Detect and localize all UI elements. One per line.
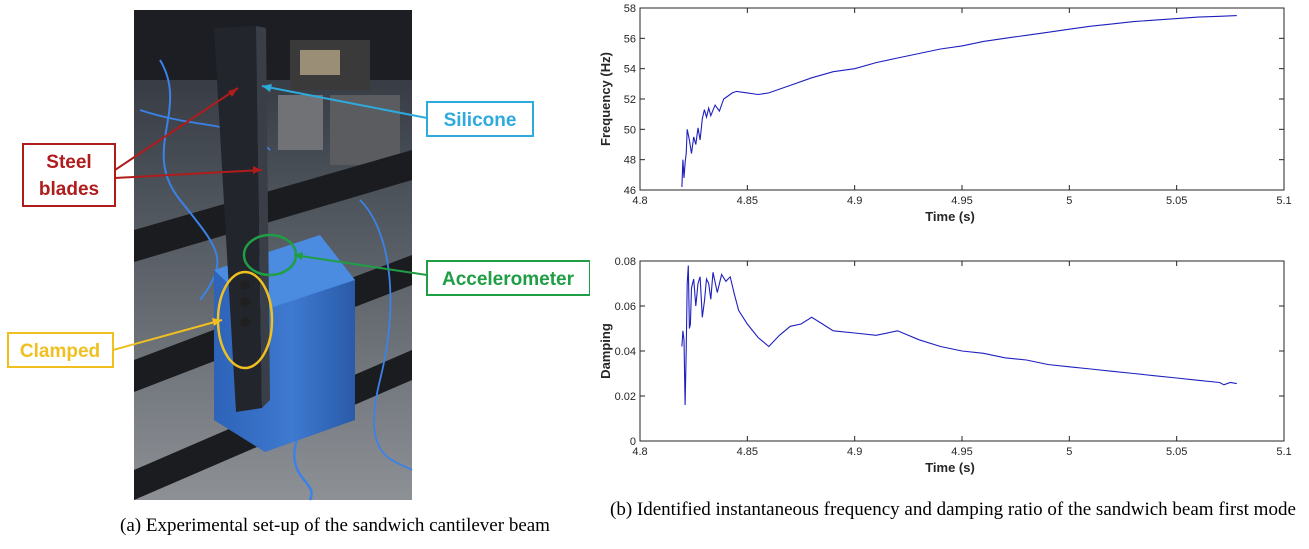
y-axis-label: Frequency (Hz) bbox=[598, 52, 613, 146]
steel-blades-label-line1: Steel bbox=[46, 152, 91, 173]
y-tick-label: 58 bbox=[624, 3, 636, 15]
x-tick-label: 5.1 bbox=[1276, 446, 1291, 458]
y-tick-label: 0.06 bbox=[615, 301, 636, 313]
y-tick-label: 0.04 bbox=[615, 346, 636, 358]
frequency-chart: 4.8 4.85 4.9 4.95 5 5.05 5.1 46 48 50 52 54 56 58 Time… bbox=[598, 3, 1292, 224]
steel-blade-pointer-2 bbox=[114, 169, 263, 179]
clamped-pointer bbox=[112, 319, 223, 351]
x-tick-label: 5.1 bbox=[1276, 195, 1291, 207]
x-tick-label: 4.85 bbox=[737, 446, 758, 458]
x-tick-label: 4.9 bbox=[847, 195, 862, 207]
photo-background bbox=[134, 10, 413, 501]
accelerometer-label: Accelerometer bbox=[442, 269, 575, 290]
y-tick-label: 0 bbox=[630, 436, 636, 448]
x-tick-label: 5.05 bbox=[1166, 195, 1187, 207]
accelerometer-pointer bbox=[293, 254, 428, 276]
x-tick-label: 5.05 bbox=[1166, 446, 1187, 458]
mode-identification-charts: 4.8 4.85 4.9 4.95 5 5.05 5.146485052545658Time… bbox=[598, 3, 1292, 475]
y-tick-label: 52 bbox=[624, 94, 636, 106]
y-tick-label: 48 bbox=[624, 155, 636, 167]
x-tick-label: 5 bbox=[1066, 446, 1072, 458]
silicone-pointer bbox=[261, 85, 428, 119]
steel-blade-pointer-1 bbox=[114, 87, 239, 171]
x-tick-label: 4.95 bbox=[951, 446, 972, 458]
x-tick-label: 4.85 bbox=[737, 195, 758, 207]
series-line bbox=[681, 15, 1237, 188]
x-axis-label: Time (s) bbox=[925, 209, 975, 224]
series-line bbox=[681, 265, 1237, 406]
clamped-arrow-head bbox=[212, 318, 222, 326]
accelerometer-arrow-head bbox=[294, 252, 303, 260]
silicone-arrow-head bbox=[262, 84, 272, 92]
y-tick-label: 0.08 bbox=[615, 256, 636, 268]
y-tick-label: 56 bbox=[624, 33, 636, 45]
x-axis-label: Time (s) bbox=[925, 460, 975, 475]
caption-a: (a) Experimental set-up of the sandwich … bbox=[120, 515, 550, 536]
y-tick-label: 54 bbox=[624, 64, 636, 76]
silicone-label-box bbox=[426, 101, 534, 137]
y-tick-label: 50 bbox=[624, 124, 636, 136]
steel-blades-label-line2: blades bbox=[39, 179, 99, 200]
x-tick-label: 4.9 bbox=[847, 446, 862, 458]
accelerometer-label-box bbox=[426, 260, 590, 296]
experimental-setup-photo: Silicone Steel blades Accelerometer Clam… bbox=[7, 10, 590, 501]
damping-chart: 4.8 4.85 4.9 4.95 5 5.05 5.1 0 0.02 0.04 0.06 0.08 T… bbox=[598, 256, 1292, 475]
x-tick-label: 4.95 bbox=[951, 195, 972, 207]
silicone-label: Silicone bbox=[444, 110, 517, 131]
steel-arrow-head-1 bbox=[228, 88, 238, 97]
x-tick-label: 5 bbox=[1066, 195, 1072, 207]
steel-arrow-head-2 bbox=[253, 166, 262, 174]
y-axis-label: Damping bbox=[598, 323, 613, 379]
y-tick-label: 46 bbox=[624, 185, 636, 197]
clamped-label-box bbox=[7, 332, 114, 368]
clamped-label: Clamped bbox=[20, 341, 100, 362]
x-tick-label: 4.8 bbox=[632, 446, 647, 458]
steel-blades-label-box bbox=[22, 143, 116, 207]
y-tick-label: 0.02 bbox=[615, 391, 636, 403]
x-tick-label: 4.8 bbox=[632, 195, 647, 207]
caption-b: (b) Identified instantaneous frequency a… bbox=[610, 499, 1296, 520]
plot-frame bbox=[639, 7, 1285, 191]
